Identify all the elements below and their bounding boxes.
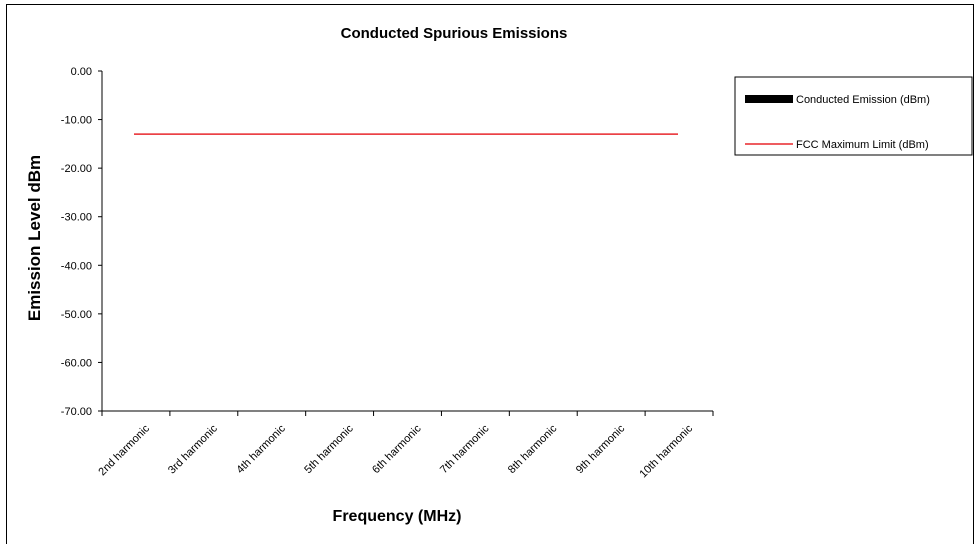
y-tick-label: -10.00	[61, 115, 92, 127]
x-tick-label: 4th harmonic	[234, 422, 288, 476]
x-tick-label: 9th harmonic	[574, 422, 628, 476]
legend-swatch-0	[745, 95, 793, 103]
y-tick-label: -70.00	[61, 406, 92, 418]
x-ticks: 2nd harmonic 3rd harmonic 4th harmonic 5th …	[96, 411, 714, 480]
chart-frame	[6, 4, 974, 544]
y-tick-label: -20.00	[61, 163, 92, 175]
x-tick-label: 8th harmonic	[506, 422, 560, 476]
y-tick-label: 0.00	[71, 66, 92, 78]
x-axis-label: Frequency (MHz)	[333, 508, 462, 525]
legend-label-0: Conducted Emission (dBm)	[796, 94, 930, 106]
axes	[101, 71, 713, 412]
legend-label-1: FCC Maximum Limit (dBm)	[796, 139, 929, 151]
y-tick-label: -60.00	[61, 357, 92, 369]
legend: Conducted Emission (dBm) FCC Maximum Limi…	[734, 76, 973, 156]
y-tick-label: -30.00	[61, 212, 92, 224]
legend-box	[734, 76, 973, 156]
x-tick-label: 5th harmonic	[302, 422, 356, 476]
y-tick-label: -40.00	[61, 260, 92, 272]
x-tick-label: 2nd harmonic	[96, 422, 152, 478]
x-tick-label: 10th harmonic	[637, 422, 695, 480]
x-tick-label: 7th harmonic	[438, 422, 492, 476]
x-tick-label: 6th harmonic	[370, 422, 424, 476]
x-tick-label: 3rd harmonic	[166, 422, 220, 476]
y-tick-label: -50.00	[61, 309, 92, 321]
y-axis-label: Emission Level dBm	[25, 155, 44, 321]
y-ticks: 0.00 -10.00 -20.00 -30.00 -40.00 -50.00 -60.00…	[61, 66, 102, 418]
chart-title: Conducted Spurious Emissions	[341, 25, 568, 42]
